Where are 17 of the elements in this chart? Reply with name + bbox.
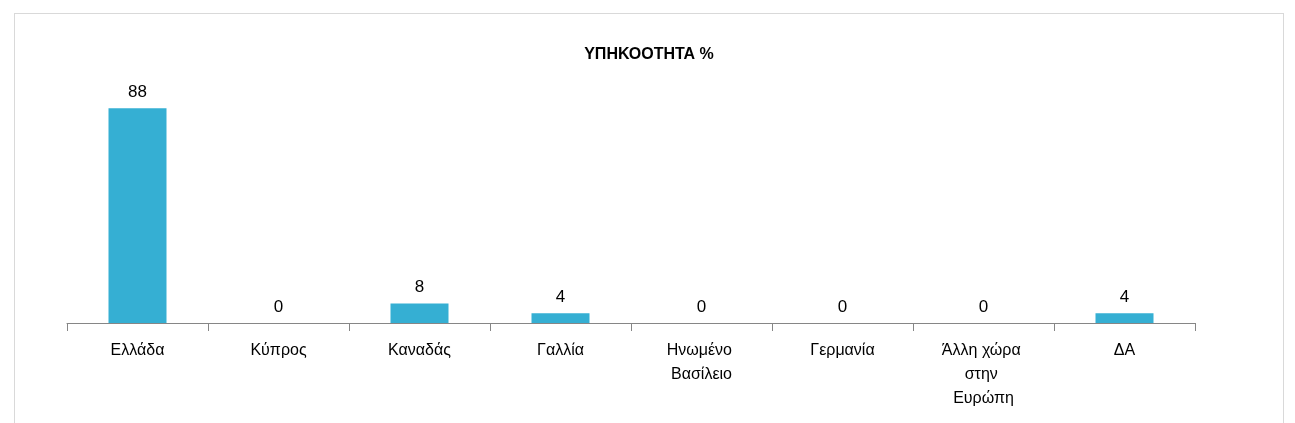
x-tick-label: Καναδάς	[388, 340, 452, 358]
x-tick-label: Γαλλία	[537, 340, 584, 358]
data-label: 8	[414, 277, 425, 297]
x-tick-label: ΔΑ	[1113, 340, 1136, 358]
x-tick-label: Ηνωμένο Βασίλειο	[666, 340, 737, 382]
chart-title: ΥΠΗΚΟΟΤΗΤΑ %	[584, 44, 714, 62]
data-label: 0	[978, 297, 989, 316]
data-label: 0	[837, 297, 848, 316]
x-tick-label: Κύπρος	[250, 340, 307, 358]
x-tick-label: Γερμανία	[810, 340, 875, 358]
x-tick-label: Άλλη χώρα στην Ευρώπη	[941, 340, 1026, 406]
data-label: 0	[696, 297, 707, 316]
data-label: 88	[128, 82, 147, 102]
data-label: 4	[555, 287, 566, 307]
x-tick-label: Ελλάδα	[110, 340, 165, 358]
data-label: 0	[273, 297, 284, 316]
data-label: 4	[1119, 287, 1130, 307]
